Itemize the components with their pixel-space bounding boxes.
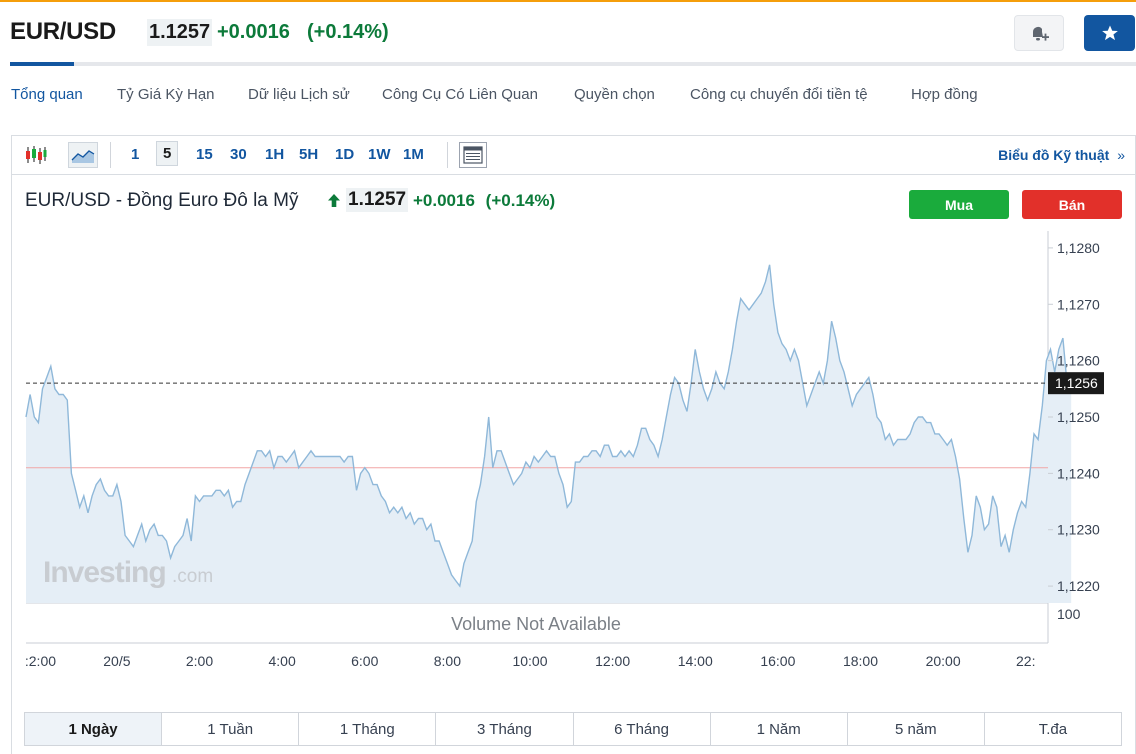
- investing-watermark: Investing: [43, 556, 166, 589]
- active-tab-indicator: [10, 62, 74, 66]
- top-accent-line: [0, 0, 1136, 2]
- quote-header: EUR/USD 1.1257 +0.0016 (+0.14%): [0, 2, 1136, 62]
- add-alert-button[interactable]: [1014, 15, 1064, 51]
- interval-1d[interactable]: 1D: [335, 146, 355, 163]
- last-price: 1.1257: [147, 19, 213, 46]
- chart-change-value: +0.0016: [413, 191, 475, 210]
- technical-chart-label: Biểu đồ Kỹ thuật: [998, 147, 1110, 163]
- y-tick-label: 1,1240: [1057, 465, 1100, 481]
- interval-1[interactable]: 1: [131, 146, 140, 163]
- candlestick-chart-button[interactable]: [22, 142, 50, 168]
- bell-plus-icon: [1033, 27, 1049, 41]
- tab-contracts[interactable]: Hợp đồng: [911, 86, 978, 103]
- price-chart[interactable]: 1,1280 1,1270 1,1260 1,1250 1,1240 1,1230 1,12…: [12, 136, 1135, 754]
- area-chart-icon: [71, 150, 95, 163]
- x-tick-label: 16:00: [760, 653, 795, 669]
- arrow-up-icon: [328, 194, 340, 207]
- table-icon: [463, 146, 483, 164]
- range-1-month[interactable]: 1 Tháng: [299, 713, 437, 745]
- range-max[interactable]: T.đa: [1038, 720, 1068, 738]
- range-6-months[interactable]: 6 Tháng: [574, 713, 711, 745]
- sell-button[interactable]: Bán: [1022, 190, 1122, 219]
- technical-chart-link[interactable]: Biểu đồ Kỹ thuật »: [998, 147, 1125, 163]
- toolbar-separator: [110, 142, 111, 168]
- x-tick-label: 8:00: [434, 653, 461, 669]
- chevron-right-icon: »: [1117, 147, 1125, 163]
- tab-currency-converter[interactable]: Công cụ chuyển đổi tiền tệ: [690, 86, 868, 103]
- price-change-percent: (+0.14%): [307, 21, 389, 43]
- chart-price-change: +0.0016 (+0.14%): [413, 191, 555, 211]
- y-tick-label: 1,1230: [1057, 522, 1100, 538]
- candlestick-icon: [26, 146, 47, 164]
- chart-toolbar: 1 5 15 30 1H 5H 1D 1W 1M Biểu đồ Kỹ thuậ…: [12, 136, 1135, 175]
- time-range-selector: 1 Ngày 1 Tuần 1 Tháng 3 Tháng 6 Tháng 1 …: [24, 712, 1122, 746]
- table-view-button[interactable]: [459, 142, 487, 168]
- x-tick-label: 20/5: [103, 653, 130, 669]
- pair-title: EUR/USD: [10, 18, 116, 45]
- y-tick-label: 1,1260: [1057, 353, 1100, 369]
- x-tick-label: 18:00: [843, 653, 878, 669]
- tab-related-instruments[interactable]: Công Cụ Có Liên Quan: [382, 86, 538, 103]
- current-price-label-box: [1048, 372, 1104, 395]
- interval-1m[interactable]: 1M: [403, 146, 424, 163]
- range-3-months[interactable]: 3 Tháng: [436, 713, 574, 745]
- interval-5[interactable]: 5: [156, 141, 179, 166]
- star-icon: [1101, 25, 1118, 41]
- current-price-label: 1,1256: [1055, 375, 1098, 391]
- price-series-line: [25, 264, 1072, 588]
- y-tick-label: 1,1270: [1057, 296, 1100, 312]
- interval-5h[interactable]: 5H: [299, 146, 319, 163]
- price-area-fill: [26, 264, 1072, 603]
- price-change: +0.0016: [217, 21, 290, 43]
- header-divider: [10, 62, 1136, 66]
- x-tick-label: 12:00: [595, 653, 630, 669]
- range-1-week[interactable]: 1 Tuần: [162, 713, 300, 745]
- add-to-watchlist-button[interactable]: [1084, 15, 1135, 51]
- tab-historical-data[interactable]: Dữ liệu Lịch sử: [248, 86, 350, 103]
- tab-forward-rates[interactable]: Tỷ Giá Kỳ Hạn: [117, 86, 215, 103]
- chart-change-percent: (+0.14%): [485, 191, 556, 210]
- tab-options[interactable]: Quyền chọn: [574, 86, 655, 103]
- x-tick-label: 22:: [1016, 653, 1035, 669]
- interval-30[interactable]: 30: [230, 146, 247, 163]
- investing-watermark-suffix: .com: [172, 566, 213, 587]
- x-tick-label: :2:00: [25, 653, 56, 669]
- chart-title: EUR/USD - Đồng Euro Đô la Mỹ: [25, 190, 299, 211]
- x-tick-label: 14:00: [678, 653, 713, 669]
- x-tick-label: 6:00: [351, 653, 378, 669]
- interval-15[interactable]: 15: [196, 146, 213, 163]
- range-1-day[interactable]: 1 Ngày: [25, 713, 163, 745]
- volume-not-available-label: Volume Not Available: [451, 614, 621, 634]
- y-tick-label: 1,1220: [1057, 578, 1100, 594]
- volume-tick-label: 100: [1057, 606, 1081, 622]
- interval-1w[interactable]: 1W: [368, 146, 391, 163]
- y-tick-label: 1,1250: [1057, 409, 1100, 425]
- range-1-year[interactable]: 1 Năm: [711, 713, 848, 745]
- tab-overview[interactable]: Tổng quan: [11, 86, 83, 103]
- area-chart-button[interactable]: [68, 142, 98, 168]
- x-tick-label: 2:00: [186, 653, 213, 669]
- toolbar-separator: [447, 142, 448, 168]
- range-5-years[interactable]: 5 năm: [848, 713, 985, 745]
- chart-last-price: 1.1257: [346, 188, 409, 212]
- x-tick-label: 20:00: [926, 653, 961, 669]
- chart-panel: 1 5 15 30 1H 5H 1D 1W 1M Biểu đồ Kỹ thuậ…: [11, 135, 1136, 754]
- buy-button[interactable]: Mua: [909, 190, 1009, 219]
- x-tick-label: 4:00: [269, 653, 296, 669]
- y-tick-label: 1,1280: [1057, 240, 1100, 256]
- interval-1h[interactable]: 1H: [265, 146, 285, 163]
- x-tick-label: 10:00: [512, 653, 547, 669]
